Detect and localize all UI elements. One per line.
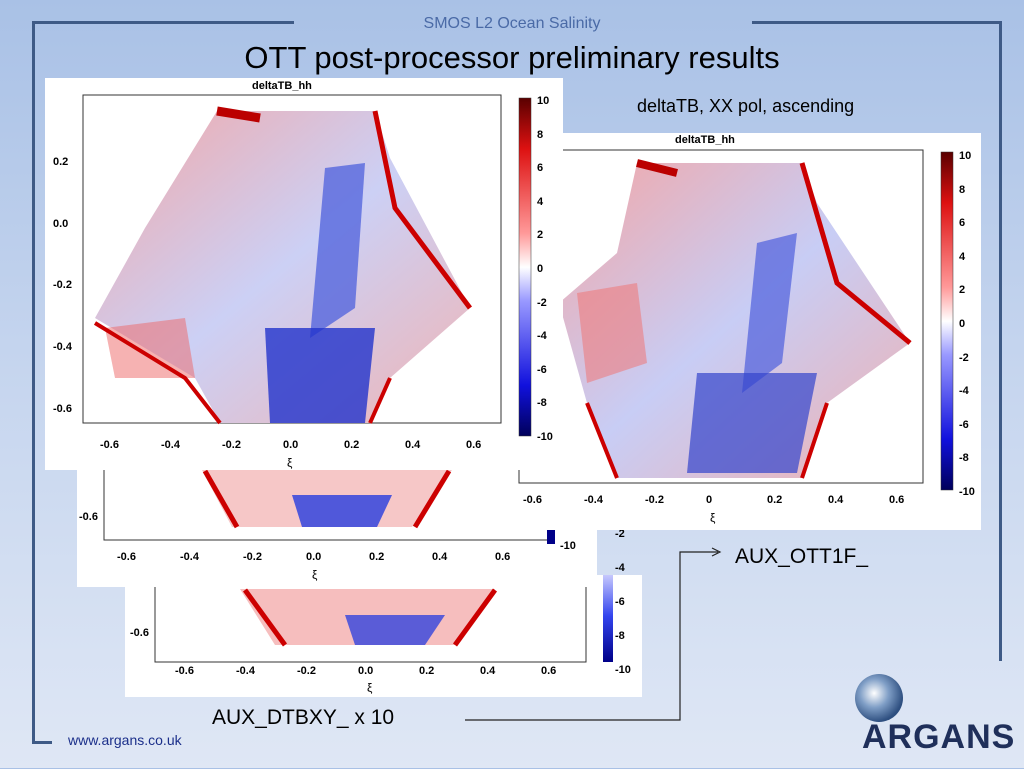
y-tick-label: -0.2 <box>53 279 72 291</box>
plot-right-svg <box>518 149 954 491</box>
x-tick-label: 0.2 <box>369 551 385 563</box>
argans-logo: ARGANS <box>850 668 1020 764</box>
colorbar-tick-label: 10 <box>537 95 550 107</box>
x-tick-label: 0.6 <box>466 439 482 451</box>
plot-front-title: deltaTB_hh <box>252 80 312 92</box>
colorbar-tick-label: 0 <box>537 263 544 275</box>
colorbar-tick-label: -6 <box>537 363 547 376</box>
colorbar-tick-label: -2 <box>615 528 625 540</box>
colorbar-tick-label: -8 <box>537 397 547 410</box>
colorbar-tick-label: -6 <box>959 418 969 431</box>
colorbar-tick-label: -4 <box>959 385 969 398</box>
frame-bottom <box>32 741 52 744</box>
x-tick-label: -0.4 <box>584 494 603 506</box>
x-tick-label: 0.4 <box>432 551 448 563</box>
colorbar-tick-label: 6 <box>537 162 544 175</box>
x-tick-label: 0 <box>706 494 713 506</box>
plot-right: deltaTB_hh -0.6 -0.4 -0.2 0 0.2 0.4 0.6 10 8 6 4 2… <box>497 133 981 530</box>
slide-title: OTT post-processor preliminary results <box>244 40 780 75</box>
plot-back-xlabel: ξ <box>367 681 373 695</box>
website-link[interactable]: www.argans.co.uk <box>68 732 182 748</box>
x-tick-label: -0.2 <box>297 665 316 677</box>
x-tick-label: -0.6 <box>175 665 194 677</box>
x-tick-label: 0.4 <box>828 494 844 506</box>
y-tick-label: 0.2 <box>53 156 69 168</box>
x-tick-label: 0.4 <box>480 665 496 677</box>
plot-middle-xlabel: ξ <box>312 568 318 582</box>
colorbar-tick-label: 6 <box>959 217 966 230</box>
colorbar-tick-label: -10 <box>959 486 975 498</box>
colorbar-tick-label: 4 <box>959 250 966 263</box>
colorbar-tick-label: 4 <box>537 195 544 208</box>
colorbar-tick-label: -8 <box>615 630 625 642</box>
x-tick-label: -0.4 <box>236 665 255 677</box>
y-tick-label: -0.4 <box>53 341 72 353</box>
colorbar-tick-label: 0 <box>959 318 966 330</box>
colorbar-tick-label: -10 <box>537 431 553 443</box>
x-tick-label: 0.2 <box>419 665 435 677</box>
x-tick-label: -0.2 <box>243 551 262 563</box>
colorbar-tick-label: -2 <box>959 351 969 364</box>
plot-back-svg <box>154 575 613 663</box>
colorbar-tick-label: -4 <box>615 562 625 574</box>
y-tick-label: -0.6 <box>79 511 98 523</box>
x-tick-label: -0.6 <box>100 439 119 451</box>
logo-text: ARGANS <box>862 718 1016 756</box>
x-tick-label: -0.6 <box>523 494 542 506</box>
x-tick-label: 0.0 <box>358 665 374 677</box>
frame-top-left <box>32 21 294 24</box>
colorbar-tick-label: -2 <box>537 296 547 309</box>
colorbar-tick-label: 8 <box>959 183 966 196</box>
x-tick-label: 0.0 <box>306 551 322 563</box>
globe-icon <box>855 674 903 722</box>
x-tick-label: -0.4 <box>161 439 180 451</box>
colorbar-tick-label: 10 <box>959 150 972 162</box>
x-tick-label: 0.0 <box>283 439 299 451</box>
x-tick-label: 0.2 <box>767 494 783 506</box>
y-tick-label: -0.6 <box>130 627 149 639</box>
frame-left <box>32 21 35 744</box>
colorbar-tick-label: -10 <box>615 664 631 676</box>
y-tick-label: 0.0 <box>53 218 69 230</box>
y-tick-label: -0.6 <box>53 403 72 415</box>
colorbar-tick-label: -6 <box>615 596 625 608</box>
colorbar-tick-label: -8 <box>959 452 969 465</box>
x-tick-label: 0.6 <box>889 494 905 506</box>
plot-front-left: deltaTB_hh -0.6 -0.4 -0.2 0.0 0.2 0.4 0.6 0.2 0… <box>45 78 563 470</box>
plot-right-xlabel: ξ <box>710 511 716 525</box>
colorbar-tick-label: 8 <box>537 128 544 141</box>
x-tick-label: 0.4 <box>405 439 421 451</box>
x-tick-label: 0.6 <box>541 665 557 677</box>
colorbar-tick-label: -10 <box>560 540 576 552</box>
plot-back: -0.6 -0.4 -0.2 0.0 0.2 0.4 0.6 -0.6 -2 -4 -6 -8 -1… <box>125 528 642 697</box>
plot-front-xlabel: ξ <box>287 456 293 470</box>
x-tick-label: 0.6 <box>495 551 511 563</box>
x-tick-label: -0.2 <box>222 439 241 451</box>
x-tick-label: 0.2 <box>344 439 360 451</box>
x-tick-label: -0.6 <box>117 551 136 563</box>
plot-front-svg <box>82 94 532 437</box>
annotation-pol: deltaTB, XX pol, ascending <box>637 96 855 116</box>
annotation-dtbxy: AUX_DTBXY_ x 10 <box>212 706 395 729</box>
frame-right <box>999 21 1002 661</box>
frame-top-right <box>752 21 1002 24</box>
x-tick-label: -0.4 <box>180 551 199 563</box>
colorbar-tick-label: -4 <box>537 330 547 343</box>
x-tick-label: -0.2 <box>645 494 664 506</box>
annotation-ott: AUX_OTT1F_ <box>735 545 869 568</box>
slide-subtitle: SMOS L2 Ocean Salinity <box>423 15 601 32</box>
plot-right-title: deltaTB_hh <box>675 134 735 146</box>
plot-middle-svg <box>103 465 555 544</box>
colorbar-tick-label: 2 <box>959 284 966 297</box>
colorbar-tick-label: 2 <box>537 229 544 242</box>
